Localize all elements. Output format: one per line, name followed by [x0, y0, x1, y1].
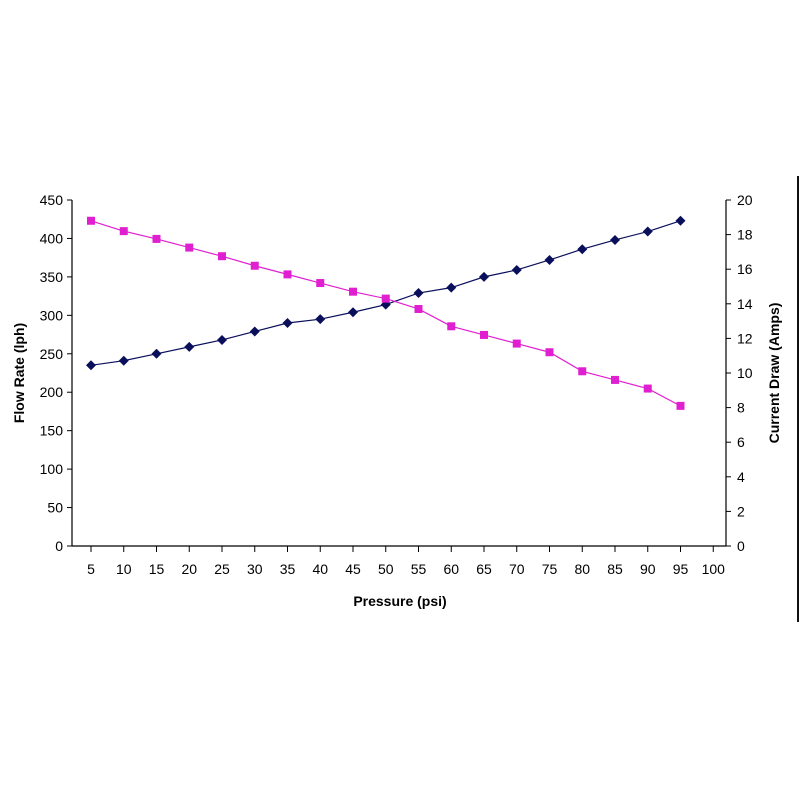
x-tick-label: 100: [702, 561, 726, 577]
left-y-axis-ticks: 0 50 100 150 200 250 300 350 400 450: [40, 192, 72, 554]
data-point-square: [643, 384, 652, 393]
data-point-square: [414, 304, 423, 313]
series-line: [90, 220, 681, 407]
y2-tick-label: 6: [737, 434, 745, 450]
data-point-square: [447, 322, 456, 331]
x-tick-label: 45: [345, 561, 361, 577]
data-point-square: [87, 216, 95, 225]
data-point-diamond: [413, 288, 424, 299]
data-point-diamond: [315, 314, 326, 325]
x-tick-label: 90: [640, 561, 656, 577]
left-y-axis-title: Flow Rate (lph): [11, 323, 27, 423]
x-tick-label: 5: [87, 561, 95, 577]
data-point-square: [349, 287, 357, 296]
data-point-square: [185, 243, 194, 252]
y-tick-label: 250: [40, 346, 64, 362]
x-tick-label: 40: [312, 561, 328, 577]
data-point-square: [283, 270, 292, 279]
x-tick-label: 10: [116, 561, 132, 577]
y-tick-label: 450: [40, 192, 64, 208]
data-point-diamond: [217, 334, 227, 345]
x-tick-label: 55: [411, 561, 427, 577]
data-point-diamond: [642, 226, 653, 237]
y-tick-label: 200: [40, 384, 64, 400]
data-point-square: [545, 348, 554, 357]
data-point-diamond: [282, 318, 293, 329]
data-point-diamond: [249, 326, 260, 337]
data-point-square: [578, 367, 587, 376]
data-point-square: [512, 339, 521, 348]
data-point-square: [152, 234, 161, 243]
x-tick-label: 85: [607, 561, 623, 577]
data-point-diamond: [479, 271, 489, 282]
data-point-diamond: [348, 307, 358, 318]
x-tick-label: 25: [214, 561, 230, 577]
right-y-axis-ticks: 0 2 4 6 8 10 12 14 16 18 20: [726, 192, 753, 554]
x-axis-ticks: 5 10 15 20 25 30 35 40 45 50 55 60 65 70 75 80 85 90 95 100: [87, 546, 725, 577]
series-2: [87, 216, 685, 410]
series-line: [90, 220, 681, 366]
data-point-diamond: [610, 234, 620, 245]
right-edge-line: [797, 176, 799, 622]
y2-tick-label: 4: [737, 469, 745, 485]
y2-tick-label: 16: [737, 261, 753, 277]
x-tick-label: 15: [149, 561, 165, 577]
y2-tick-label: 20: [737, 192, 753, 208]
data-point-square: [218, 252, 226, 261]
data-point-diamond: [577, 244, 588, 255]
y-tick-label: 300: [40, 307, 64, 323]
data-point-square: [381, 294, 390, 303]
y2-tick-label: 14: [737, 296, 753, 312]
series-1: [86, 215, 686, 371]
x-tick-label: 75: [542, 561, 558, 577]
y2-tick-label: 10: [737, 365, 753, 381]
series-layer: [86, 215, 686, 410]
y-tick-label: 400: [40, 230, 64, 246]
data-point-diamond: [118, 355, 129, 366]
y-tick-label: 150: [40, 423, 64, 439]
x-tick-label: 95: [673, 561, 689, 577]
x-tick-label: 30: [247, 561, 263, 577]
data-point-diamond: [446, 282, 457, 293]
data-point-diamond: [184, 341, 195, 352]
x-axis-title: Pressure (psi): [353, 593, 446, 609]
y2-tick-label: 18: [737, 227, 753, 243]
data-point-square: [250, 261, 259, 270]
x-tick-label: 35: [280, 561, 296, 577]
y-tick-label: 50: [47, 500, 63, 516]
x-tick-label: 65: [476, 561, 492, 577]
data-point-diamond: [544, 254, 555, 265]
data-point-diamond: [511, 264, 522, 275]
data-point-diamond: [675, 215, 686, 226]
x-tick-label: 70: [509, 561, 525, 577]
data-point-square: [316, 279, 325, 288]
y2-tick-label: 8: [737, 400, 745, 416]
right-y-axis-title: Current Draw (Amps): [766, 303, 782, 444]
plot-frame: [71, 200, 727, 547]
data-point-diamond: [86, 360, 96, 371]
y2-tick-label: 2: [737, 503, 745, 519]
x-tick-label: 20: [181, 561, 197, 577]
y-tick-label: 350: [40, 269, 64, 285]
y-tick-label: 0: [55, 538, 63, 554]
data-point-square: [480, 330, 488, 339]
data-point-diamond: [151, 348, 162, 359]
data-point-square: [676, 401, 685, 410]
data-point-square: [611, 375, 619, 384]
y-tick-label: 100: [40, 461, 64, 477]
y2-tick-label: 12: [737, 330, 753, 346]
y2-tick-label: 0: [737, 538, 745, 554]
x-tick-label: 80: [574, 561, 590, 577]
x-tick-label: 60: [443, 561, 459, 577]
data-point-square: [119, 227, 128, 236]
x-tick-label: 50: [378, 561, 394, 577]
